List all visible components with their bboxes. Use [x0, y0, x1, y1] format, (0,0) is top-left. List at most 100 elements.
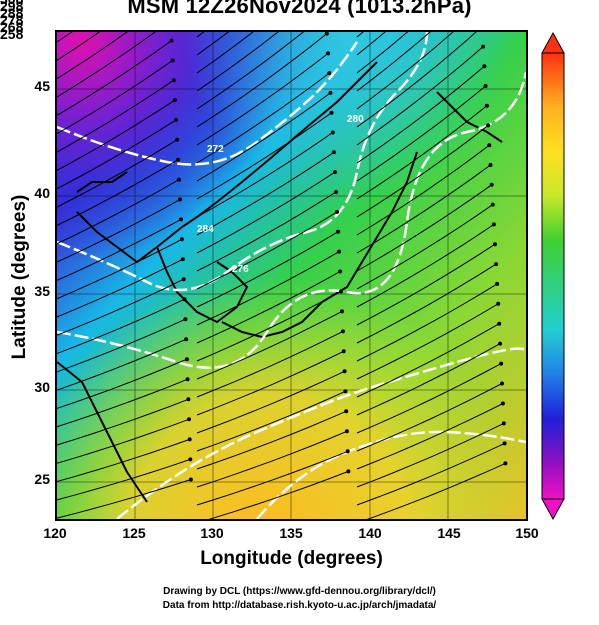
streamline: [196, 211, 338, 290]
streamline: [356, 32, 386, 56]
streamline: [356, 303, 499, 380]
streamline-arrowhead: [344, 409, 349, 414]
streamline-arrowhead: [484, 103, 489, 108]
streamline-arrowhead: [500, 401, 505, 406]
contour-label: 272: [207, 144, 224, 155]
colorbar-top-arrow: [541, 31, 565, 54]
streamline-arrowhead: [482, 64, 487, 69]
streamline: [57, 32, 128, 80]
streamline: [196, 191, 337, 272]
streamline: [196, 350, 344, 416]
streamline-arrowhead: [177, 177, 182, 182]
x-tick-label: 145: [437, 525, 461, 541]
streamline: [57, 32, 156, 98]
colorbar-tick-label: 298: [0, 0, 24, 14]
streamline: [57, 99, 176, 171]
wind-streamlines: [57, 32, 508, 519]
x-tick-label: 130: [200, 525, 224, 541]
streamline-arrowhead: [327, 71, 332, 76]
streamline: [57, 159, 179, 226]
streamline: [356, 263, 497, 344]
map-plot-area: 284 276 280 272: [55, 30, 528, 521]
streamline: [57, 32, 73, 43]
x-tick-label: 120: [43, 525, 67, 541]
streamline: [356, 85, 486, 182]
streamline: [57, 258, 184, 318]
colorbar-tick-label: 258: [0, 26, 24, 42]
streamline: [57, 139, 178, 208]
streamline-arrowhead: [171, 78, 176, 83]
streamline-arrowhead: [169, 38, 174, 43]
contour-label: 280: [347, 114, 364, 125]
x-tick-label: 140: [358, 525, 382, 541]
streamline: [196, 32, 305, 110]
colorbar-tick-label: 288: [0, 5, 24, 21]
streamline: [196, 171, 336, 254]
streamline: [196, 430, 348, 488]
streamline: [57, 179, 180, 245]
streamline-arrowhead: [184, 357, 189, 362]
streamline-arrowhead: [486, 123, 491, 128]
streamline-arrowhead: [346, 469, 351, 474]
streamline-arrowhead: [175, 137, 180, 142]
streamline-arrowhead: [172, 98, 177, 103]
y-tick-label: 35: [34, 283, 50, 299]
x-tick-label: 125: [122, 525, 146, 541]
streamline: [57, 218, 182, 281]
streamline-arrowhead: [340, 329, 345, 334]
streamline: [196, 330, 344, 398]
streamline: [356, 422, 505, 488]
streamline: [57, 40, 172, 116]
streamline-arrowhead: [188, 457, 193, 462]
colorbar-bottom-arrow: [541, 498, 565, 521]
streamline: [196, 53, 329, 146]
streamline: [356, 32, 477, 128]
streamline-arrowhead: [345, 449, 350, 454]
streamline: [356, 363, 502, 434]
streamline-arrowhead: [487, 143, 492, 148]
streamline: [196, 390, 346, 452]
streamline: [57, 458, 191, 501]
streamline: [196, 271, 341, 344]
streamline-arrowhead: [181, 277, 186, 282]
streamline-arrowhead: [490, 202, 495, 207]
streamline: [57, 378, 188, 428]
streamline-arrowhead: [341, 349, 346, 354]
streamline: [356, 105, 488, 200]
streamline-arrowhead: [340, 309, 344, 314]
streamline: [356, 383, 503, 452]
streamline: [356, 403, 504, 470]
streamline: [196, 370, 345, 434]
credit-line: Drawing by DCL (https://www.gfd-dennou.o…: [163, 586, 436, 597]
streamline-arrowhead: [491, 222, 496, 227]
streamline-arrowhead: [182, 297, 187, 302]
streamline: [356, 323, 500, 398]
streamline: [57, 32, 101, 61]
colorbar-tick-label: 278: [0, 12, 24, 28]
streamline: [57, 398, 189, 446]
streamline-arrowhead: [488, 163, 493, 167]
streamline: [57, 278, 184, 336]
streamline-arrowhead: [187, 437, 192, 442]
temperature-wind-map: 284 276 280 272: [57, 32, 526, 519]
streamline: [196, 151, 335, 236]
streamline: [356, 442, 505, 506]
streamline-arrowhead: [338, 269, 343, 274]
streamline-arrowhead: [497, 321, 502, 326]
streamline-arrowhead: [344, 429, 349, 434]
streamline: [196, 112, 332, 200]
streamline-arrowhead: [329, 110, 334, 115]
streamline: [196, 132, 334, 218]
streamline: [196, 32, 254, 74]
streamline: [57, 318, 186, 373]
streamline-arrowhead: [496, 301, 501, 306]
streamline: [57, 238, 183, 300]
streamline: [196, 72, 330, 164]
streamline-arrowhead: [335, 209, 340, 214]
streamline-arrowhead: [170, 58, 175, 63]
streamline-arrowhead: [499, 361, 504, 366]
streamline-arrowhead: [179, 217, 183, 222]
streamline: [57, 199, 181, 263]
streamline: [356, 243, 496, 326]
streamline: [196, 231, 339, 308]
